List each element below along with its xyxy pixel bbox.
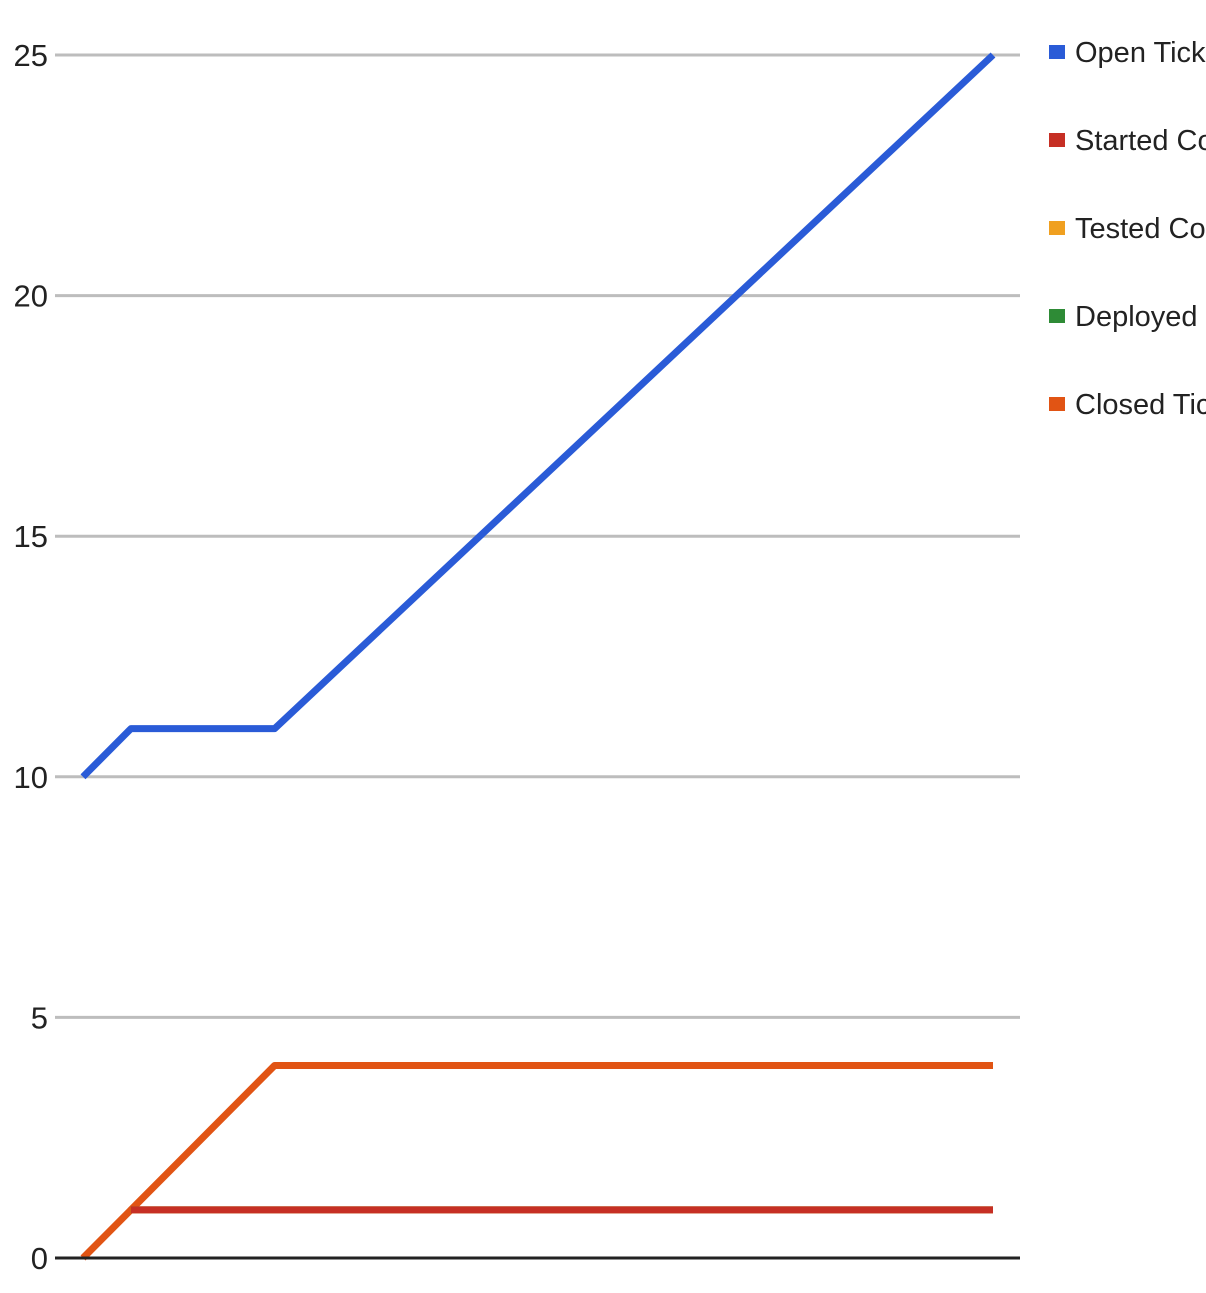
legend: Open Tickets Started Coding Tested Code Dep… <box>1049 37 1206 421</box>
y-tick-label-25: 25 <box>14 38 48 73</box>
y-tick-label-0: 0 <box>31 1241 48 1276</box>
legend-item-closed-tickets: Closed Tickets <box>1049 389 1206 421</box>
gridlines <box>55 53 1020 1019</box>
legend-item-deployed-code: Deployed Code <box>1049 301 1206 333</box>
legend-swatch-closed-tickets <box>1049 397 1065 411</box>
legend-swatch-open-tickets <box>1049 45 1065 59</box>
legend-swatch-tested-code <box>1049 221 1065 235</box>
series-line-closed-tickets <box>80 1062 993 1261</box>
y-tick-label-10: 10 <box>14 760 48 795</box>
legend-label-closed-tickets: Closed Tickets <box>1075 389 1206 421</box>
legend-label-tested-code: Tested Code <box>1075 213 1206 245</box>
legend-label-open-tickets: Open Tickets <box>1075 37 1206 69</box>
series-line-open-tickets <box>80 52 996 780</box>
legend-label-started-coding: Started Coding <box>1075 125 1206 157</box>
legend-item-open-tickets: Open Tickets <box>1049 37 1206 69</box>
y-axis-tick-labels: 0 5 10 15 20 25 <box>14 38 48 1276</box>
legend-swatch-deployed-code <box>1049 309 1065 323</box>
legend-item-started-coding: Started Coding <box>1049 125 1206 157</box>
y-tick-label-15: 15 <box>14 519 48 554</box>
legend-label-deployed-code: Deployed Code <box>1075 301 1206 333</box>
y-tick-label-20: 20 <box>14 279 48 314</box>
series-lines <box>80 52 996 1261</box>
legend-item-tested-code: Tested Code <box>1049 213 1206 245</box>
y-tick-label-5: 5 <box>31 1000 48 1035</box>
legend-swatch-started-coding <box>1049 133 1065 147</box>
